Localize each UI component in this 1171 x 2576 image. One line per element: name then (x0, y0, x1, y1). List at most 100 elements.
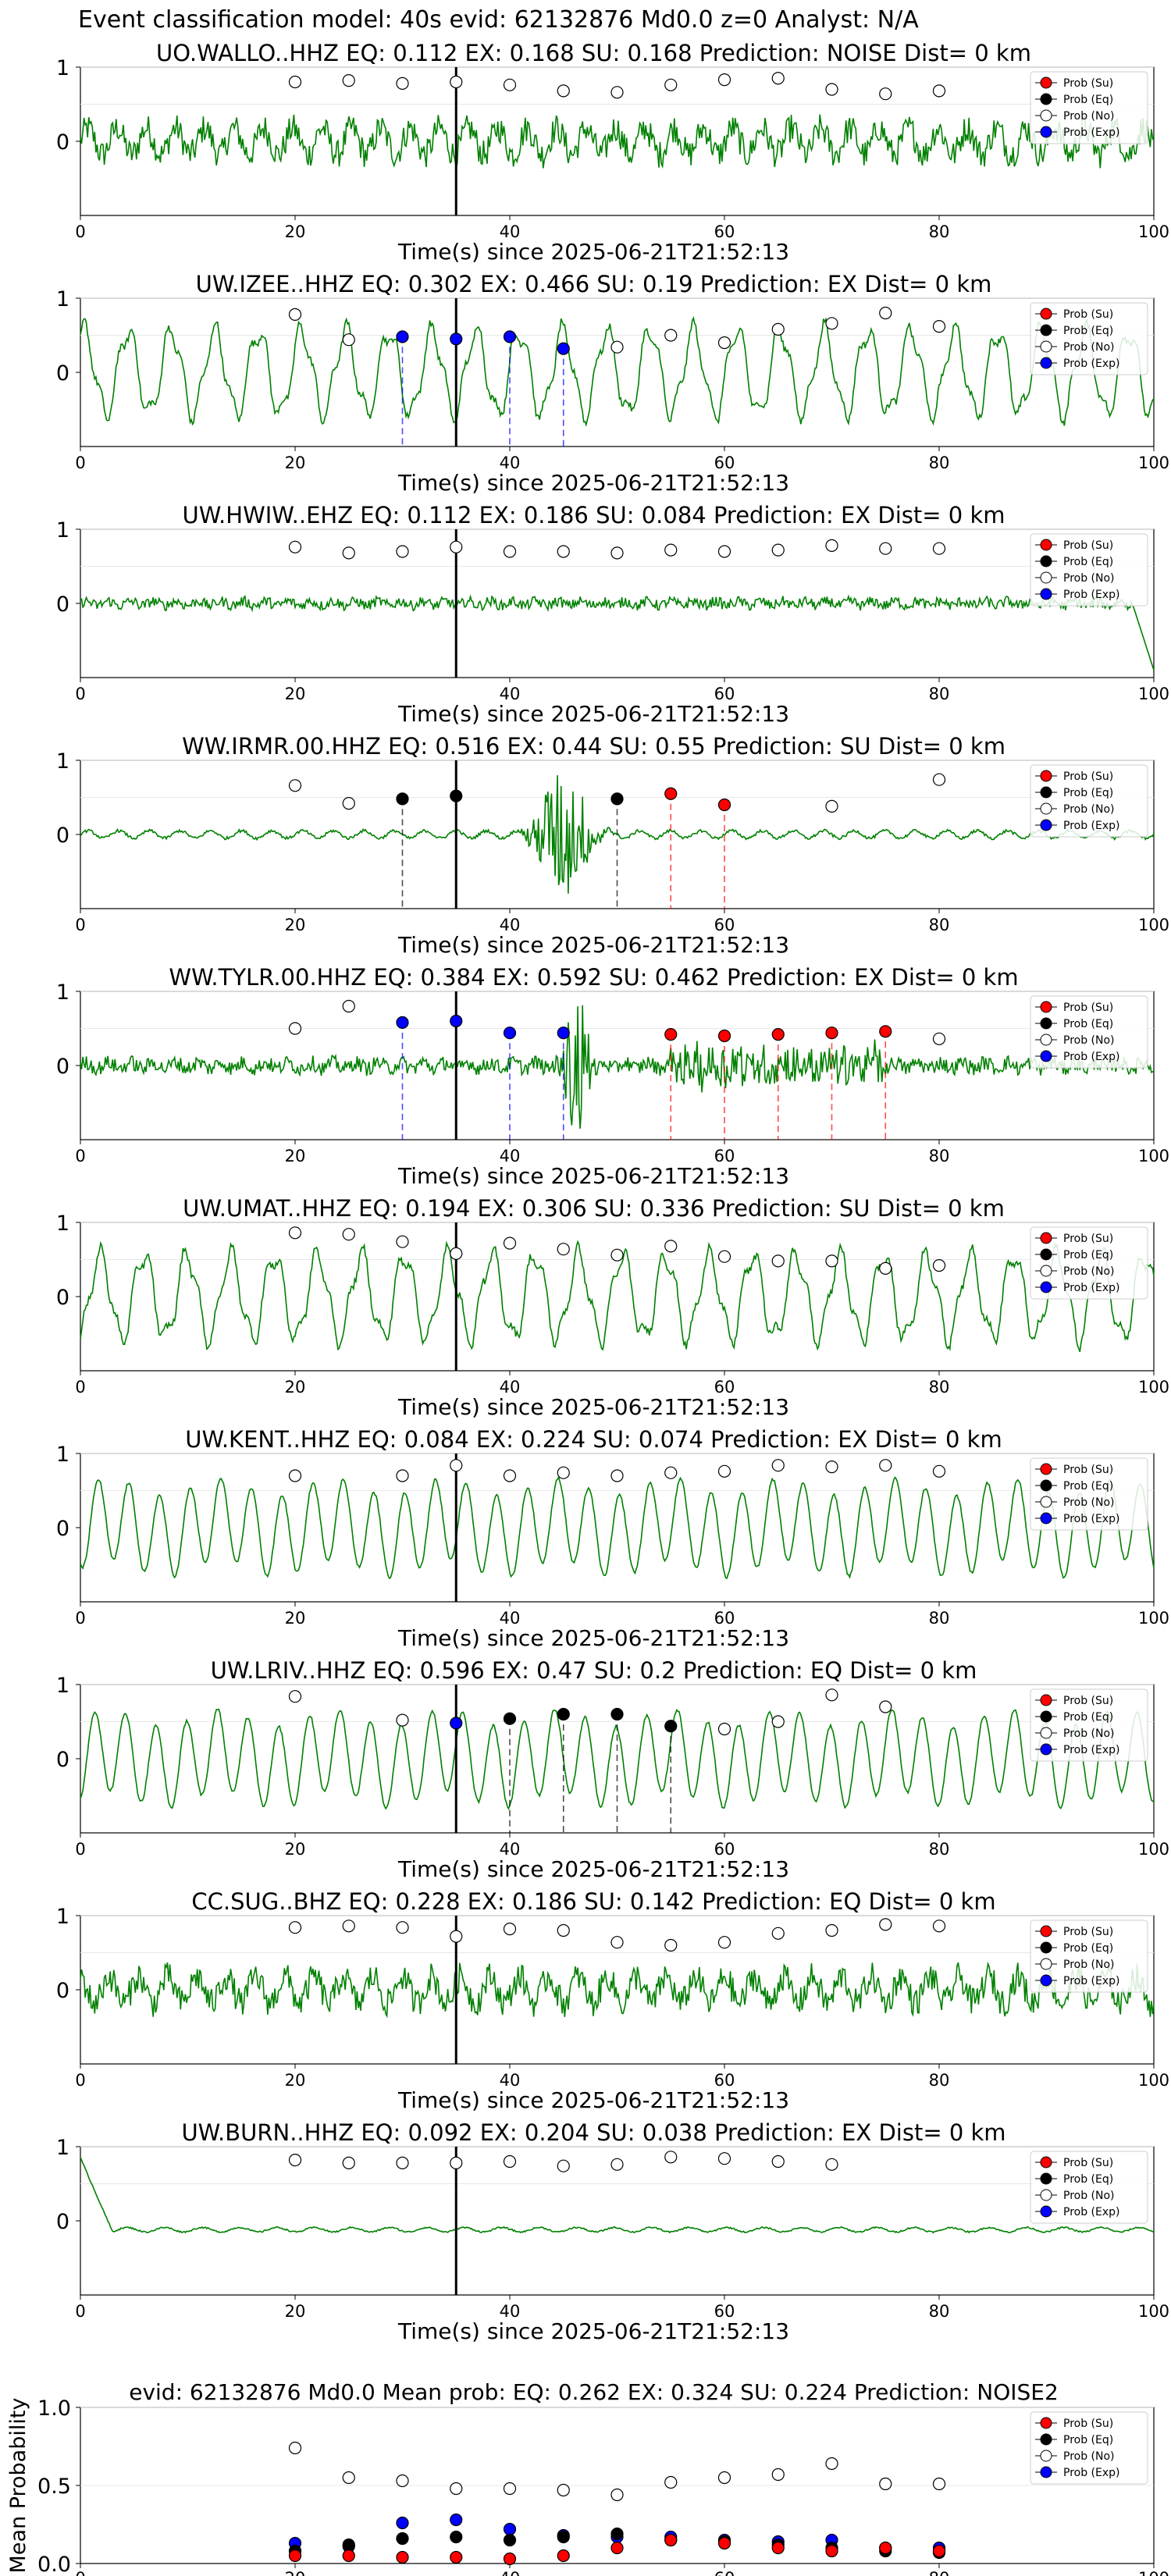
legend-label-eq: Prob (Eq) (1063, 556, 1113, 568)
prob-point-no (557, 1243, 570, 1256)
legend-box (1030, 1226, 1148, 1300)
legend-marker-su (1040, 770, 1052, 782)
legend-label-no: Prob (No) (1063, 1496, 1115, 1509)
prob-point-no (288, 2154, 302, 2167)
y-tick-label: 0 (56, 2210, 69, 2234)
prob-point-no (825, 799, 838, 813)
legend-marker-no (1040, 1265, 1052, 1277)
legend: Prob (Su) Prob (Eq) Prob (No) Prob (Exp) (1030, 995, 1148, 1069)
legend-marker-no (1040, 1958, 1052, 1970)
y-tick-label: 1 (56, 287, 69, 311)
x-axis-label: Time(s) since 2025-06-21T21:52:13 (397, 1163, 789, 1189)
legend-marker-no (1040, 1727, 1052, 1739)
legend-box (1030, 995, 1148, 1069)
prob-point-no (503, 1923, 517, 1936)
prob-point-no (610, 1469, 624, 1482)
x-axis-label: Time(s) since 2025-06-21T21:52:13 (397, 2318, 789, 2344)
x-tick-label: 40 (500, 454, 521, 472)
x-tick-label: 60 (714, 2569, 735, 2576)
waveform-trace (80, 1961, 1155, 2019)
legend: Prob (Su) Prob (Eq) Prob (No) Prob (Exp) (1030, 1457, 1148, 1531)
plot-area (80, 2146, 1155, 2296)
mean-point-su (503, 2552, 517, 2566)
mean-point-no (288, 2441, 302, 2455)
panel-title: WW.TYLR.00.HHZ EQ: 0.384 EX: 0.592 SU: 0… (169, 964, 1018, 991)
prob-point-no (288, 1469, 302, 1482)
prob-point-no (932, 84, 946, 98)
prob-point-no (771, 1459, 785, 1472)
x-axis-label: Time(s) since 2025-06-21T21:52:13 (397, 2087, 789, 2113)
prob-point-no (717, 1464, 731, 1478)
x-tick-label: 80 (929, 1609, 950, 1628)
legend-box (1030, 533, 1148, 607)
mean-point-eq (396, 2532, 409, 2546)
prob-point-no (396, 1469, 409, 1482)
x-tick-label: 60 (714, 916, 735, 934)
x-tick-label: 0 (75, 454, 85, 472)
x-axis-label: Time(s) since 2025-06-21T21:52:13 (397, 1625, 789, 1651)
y-tick-label: 1 (56, 749, 69, 774)
prob-point-no (825, 83, 838, 96)
prob-point-no (879, 1261, 892, 1276)
prob-point-no (717, 545, 731, 558)
legend-label-eq: Prob (Eq) (1063, 1249, 1113, 1261)
legend-label-su: Prob (Su) (1063, 308, 1113, 321)
legend-label-no: Prob (No) (1063, 341, 1115, 354)
prob-point-eq (503, 1712, 517, 1725)
x-tick-label: 0 (75, 685, 85, 703)
legend-label-exp: Prob (Exp) (1063, 1744, 1120, 1756)
x-axis-label: Time(s) since 2025-06-21T21:52:13 (397, 1394, 789, 1420)
prob-point-no (396, 545, 409, 558)
legend: Prob (Su) Prob (Eq) Prob (No) Prob (Exp) (1030, 1226, 1148, 1300)
legend-marker-eq (1040, 1710, 1052, 1723)
x-tick-label: 20 (285, 222, 306, 241)
x-tick-label: 40 (500, 2302, 521, 2321)
prob-point-no (879, 1459, 892, 1472)
waveform-trace (80, 316, 1155, 427)
legend-box (1030, 2411, 1148, 2485)
prob-point-no (396, 2156, 409, 2169)
legend-label-exp: Prob (Exp) (1063, 358, 1120, 370)
prob-point-no (450, 540, 463, 553)
y-tick-label: 1.0 (37, 2396, 71, 2421)
x-tick-label: 0 (75, 1378, 85, 1397)
mean-point-no (717, 2471, 731, 2485)
prob-point-no (932, 773, 946, 786)
x-axis-label: Time(s) since 2025-06-21T21:52:13 (397, 932, 789, 958)
waveform-trace (80, 114, 1155, 169)
prob-point-eq (610, 1707, 624, 1721)
prob-point-no (879, 542, 892, 555)
prob-point-no (396, 1921, 409, 1934)
x-tick-label: 60 (714, 454, 735, 472)
mean-panel-title: evid: 62132876 Md0.0 Mean prob: EQ: 0.26… (129, 2379, 1059, 2405)
y-tick-label: 0.0 (37, 2553, 71, 2576)
prob-point-no (771, 1254, 785, 1268)
x-tick-label: 80 (929, 2071, 950, 2090)
mean-point-su (610, 2541, 624, 2555)
legend-label-su: Prob (Su) (1063, 2157, 1113, 2169)
x-tick-label: 40 (500, 1609, 521, 1628)
prob-point-no (450, 1247, 463, 1261)
legend-box (1030, 1457, 1148, 1531)
legend-label-su: Prob (Su) (1063, 539, 1113, 552)
prob-point-no (825, 317, 838, 330)
x-tick-label: 40 (500, 2071, 521, 2090)
legend-marker-eq (1040, 1017, 1052, 1030)
station-panel-UW.UMAT..HHZ: UW.UMAT..HHZ EQ: 0.194 EX: 0.306 SU: 0.3… (56, 1195, 1169, 1420)
legend-label-no: Prob (No) (1063, 2190, 1115, 2202)
legend-marker-exp (1040, 1974, 1052, 1987)
mean-point-su (450, 2550, 463, 2564)
mean-point-no (771, 2467, 785, 2482)
panel-title: UW.IZEE..HHZ EQ: 0.302 EX: 0.466 SU: 0.1… (196, 271, 992, 297)
mean-point-su (825, 2544, 838, 2558)
prob-point-no (503, 1236, 517, 1250)
legend-marker-no (1040, 802, 1052, 815)
legend-marker-su (1040, 2156, 1052, 2169)
prob-point-no (932, 1032, 946, 1045)
prob-point-no (771, 543, 785, 557)
prob-point-no (825, 1688, 838, 1702)
prob-point-no (771, 1927, 785, 1940)
legend-label-eq: Prob (Eq) (1063, 1942, 1113, 1955)
mean-point-no (503, 2482, 517, 2496)
x-tick-label: 100 (1138, 2569, 1169, 2576)
